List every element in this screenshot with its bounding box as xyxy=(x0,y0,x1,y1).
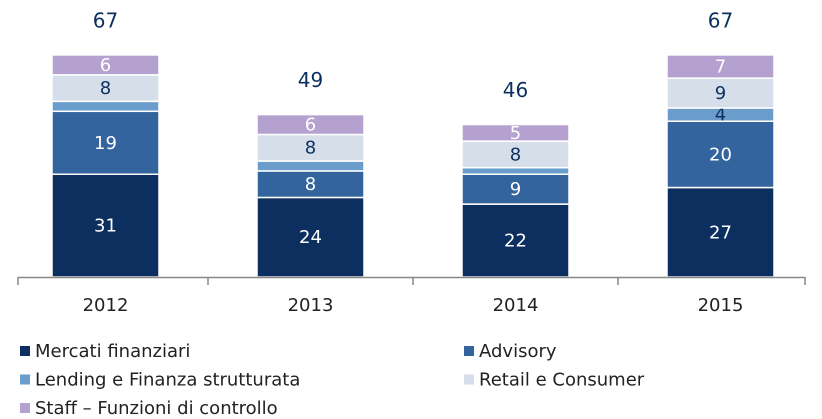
legend-label: Advisory xyxy=(479,341,557,362)
data-label: 7 xyxy=(715,57,726,78)
bar-segment xyxy=(461,123,570,142)
data-label: 9 xyxy=(715,83,726,104)
legend-label: Retail e Consumer xyxy=(479,370,645,391)
bar-segment xyxy=(461,203,570,278)
bar-segment xyxy=(666,77,775,109)
bar-segment xyxy=(51,100,160,113)
data-label: 6 xyxy=(100,55,111,76)
bar-segment xyxy=(256,160,365,172)
data-label: 8 xyxy=(100,78,111,99)
data-label: 4 xyxy=(715,105,726,126)
x-tick-label: 2014 xyxy=(493,295,539,316)
legend-label: Staff – Funzioni di controllo xyxy=(35,398,278,419)
x-tick-label: 2015 xyxy=(698,295,744,316)
data-label: 22 xyxy=(504,231,527,252)
legend-label: Lending e Finanza strutturata xyxy=(35,370,300,391)
legend-swatch xyxy=(20,374,30,385)
legend-swatch xyxy=(20,346,30,356)
data-label: 8 xyxy=(305,138,316,159)
total-label: 67 xyxy=(708,8,733,32)
data-label: 20 xyxy=(709,144,732,165)
bar-segment xyxy=(256,113,365,136)
bar-segment xyxy=(51,173,160,278)
bar-segment xyxy=(461,173,570,205)
data-label: 31 xyxy=(94,216,117,237)
data-label: 6 xyxy=(305,115,316,136)
total-label: 49 xyxy=(298,68,323,92)
x-tick-label: 2012 xyxy=(83,295,129,316)
x-tick-label: 2013 xyxy=(288,295,334,316)
data-label: 8 xyxy=(510,144,521,165)
bar-segment xyxy=(51,54,160,76)
legend-swatch xyxy=(464,346,474,356)
legend-label: Mercati finanziari xyxy=(35,341,190,362)
bar-segment xyxy=(461,166,570,176)
data-label: 8 xyxy=(305,174,316,195)
data-label: 5 xyxy=(510,123,521,144)
legend-swatch xyxy=(20,403,30,413)
data-label: 9 xyxy=(510,179,521,200)
bar-segment xyxy=(666,54,775,79)
data-label: 24 xyxy=(299,227,322,248)
bar-segment xyxy=(666,186,775,278)
total-label: 46 xyxy=(503,78,528,102)
bar-segment xyxy=(256,133,365,162)
data-label: 19 xyxy=(94,133,117,154)
total-label: 67 xyxy=(93,8,118,32)
legend-swatch xyxy=(464,374,474,385)
bar-segment xyxy=(51,110,160,176)
data-label: 27 xyxy=(709,222,732,243)
